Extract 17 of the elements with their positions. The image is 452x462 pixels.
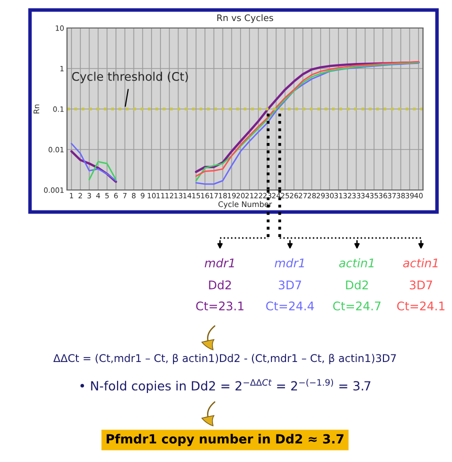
text: Ct=24.7: [333, 301, 381, 310]
text: ΔΔCt = (Ct,mdr1 – Ct, β actin1)Dd2 - (Ct,mdr1 – Ct, β actin1)3D7: [53, 354, 396, 364]
text: mdr1: [274, 258, 304, 268]
text: actin1: [339, 258, 374, 268]
ref-line-label: Cycle threshold (Ct): [72, 72, 188, 84]
text: Ct=23.1: [196, 301, 244, 310]
text: 3D7: [278, 280, 302, 290]
text: Dd2: [209, 280, 231, 290]
text: Ct=24.4: [266, 301, 314, 310]
text: Pfmdr1 copy number in Dd2 ≈ 3.7: [106, 434, 344, 446]
text: • N-fold copies in Dd2 = 2$^{−ΔΔCt}$ = 2$^{−(−1.9)}$ = 3.7: [80, 378, 370, 393]
text: actin1: [403, 258, 438, 268]
text: Ct=24.1: [397, 301, 444, 310]
chart-title: Rn vs Cycles: [217, 14, 274, 23]
text: mdr1: [204, 258, 234, 268]
text: Dd2: [346, 280, 368, 290]
text: 3D7: [410, 280, 432, 290]
